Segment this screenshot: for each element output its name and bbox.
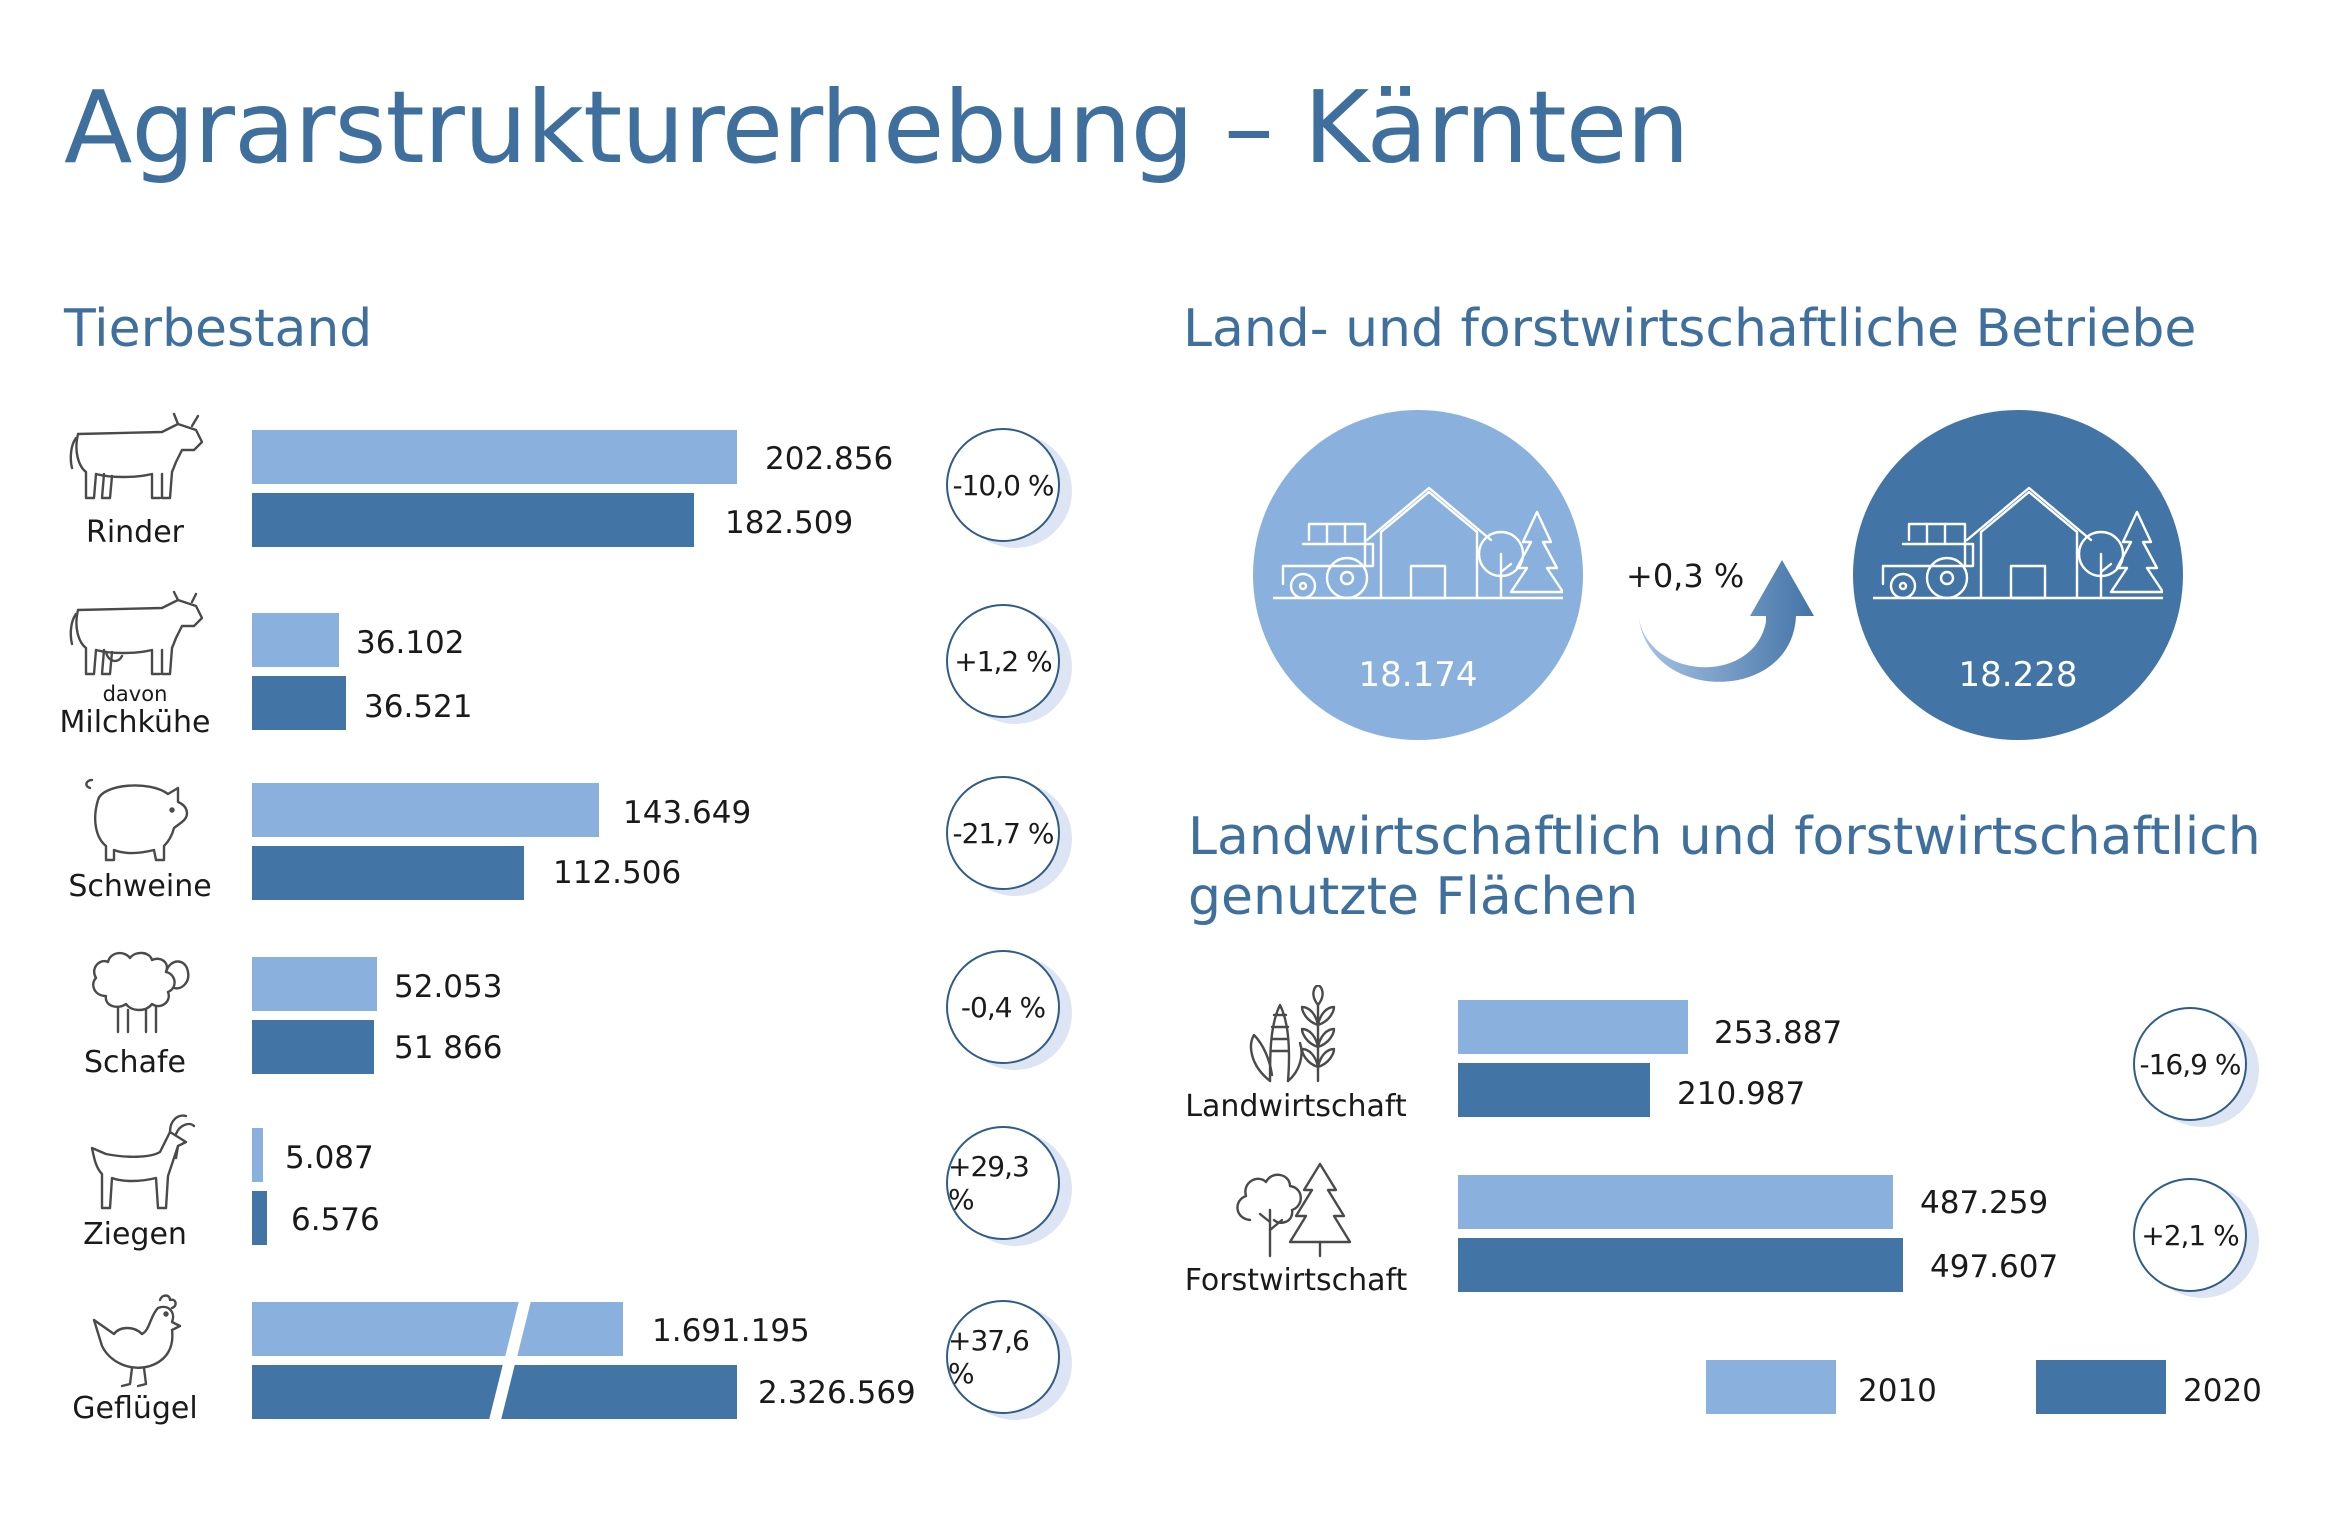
bar-landwirtschaft-2020 [1458, 1063, 1650, 1117]
farm-icon [1273, 486, 1563, 600]
animal-label-rinder: Rinder [85, 515, 185, 550]
bar-schafe-2010 [252, 957, 377, 1011]
value-rinder-2020: 182.509 [725, 505, 854, 541]
value-gefluegel-2010: 1.691.195 [652, 1313, 810, 1349]
betriebe-value-2010: 18.174 [1358, 655, 1478, 695]
growth-arrow-icon [1638, 560, 1814, 682]
legend-swatch-2010 [1706, 1360, 1836, 1414]
change-circle-forstwirtschaft: +2,1 % [2133, 1178, 2259, 1298]
change-schafe: -0,4 % [946, 950, 1060, 1064]
section-title-flaechen-1: Landwirtschaftlich und forstwirtschaftli… [1188, 807, 2261, 867]
legend-label-2020: 2020 [2183, 1373, 2262, 1409]
land-label-forstwirtschaft: Forstwirtschaft [1184, 1263, 1408, 1298]
bar-schweine-2020 [252, 846, 524, 900]
sheep-icon [86, 938, 196, 1038]
change-circle-gefluegel: +37,6 % [946, 1300, 1072, 1420]
value-schafe-2020: 51 866 [394, 1030, 503, 1066]
bar-ziegen-2010 [252, 1128, 263, 1182]
animal-label-ziegen: Ziegen [83, 1217, 187, 1252]
section-title-betriebe: Land- und forstwirtschaftliche Betriebe [1183, 299, 2197, 359]
change-landwirtschaft: -16,9 % [2133, 1007, 2247, 1121]
animal-label-milchkuehe: Milchkühe [59, 705, 211, 740]
legend-swatch-2020 [2036, 1360, 2166, 1414]
dairy-cow-icon [66, 586, 206, 682]
change-circle-rinder: -10,0 % [946, 428, 1072, 548]
trees-icon [1230, 1160, 1360, 1260]
cow-icon [66, 410, 206, 506]
bar-forstwirtschaft-2010 [1458, 1175, 1893, 1229]
change-milchkuehe: +1,2 % [946, 604, 1060, 718]
value-landwirtschaft-2020: 210.987 [1677, 1076, 1806, 1112]
change-circle-schweine: -21,7 % [946, 776, 1072, 896]
chicken-icon [90, 1290, 190, 1390]
animal-label-schafe: Schafe [84, 1045, 186, 1080]
farm-icon [1873, 486, 2163, 600]
page-title: Agrarstrukturerhebung – Kärnten [64, 69, 1690, 186]
value-forstwirtschaft-2010: 487.259 [1920, 1185, 2049, 1221]
change-forstwirtschaft: +2,1 % [2133, 1178, 2247, 1292]
crops-icon [1240, 985, 1350, 1085]
value-schweine-2010: 143.649 [623, 795, 752, 831]
value-schweine-2020: 112.506 [553, 855, 682, 891]
animal-label-gefluegel: Geflügel [72, 1391, 198, 1426]
bar-rinder-2010 [252, 430, 737, 484]
betriebe-change: +0,3 % [1626, 557, 1745, 595]
bar-milchkuehe-2010 [252, 613, 339, 667]
section-title-flaechen-2: genutzte Flächen [1188, 867, 1639, 927]
goat-icon [86, 1112, 196, 1212]
change-schweine: -21,7 % [946, 776, 1060, 890]
value-ziegen-2010: 5.087 [285, 1140, 374, 1176]
change-gefluegel: +37,6 % [946, 1300, 1060, 1414]
bar-ziegen-2020 [252, 1191, 267, 1245]
betriebe-circle-2010: 18.174 [1253, 410, 1583, 740]
bar-landwirtschaft-2010 [1458, 1000, 1688, 1054]
bar-rinder-2020 [252, 493, 694, 547]
value-rinder-2010: 202.856 [765, 441, 894, 477]
change-circle-milchkuehe: +1,2 % [946, 604, 1072, 724]
bar-schafe-2020 [252, 1020, 374, 1074]
bar-gefluegel-2010 [252, 1302, 623, 1356]
value-forstwirtschaft-2020: 497.607 [1930, 1249, 2059, 1285]
value-schafe-2010: 52.053 [394, 969, 503, 1005]
bar-schweine-2010 [252, 783, 599, 837]
value-milchkuehe-2020: 36.521 [364, 689, 473, 725]
change-rinder: -10,0 % [946, 428, 1060, 542]
value-gefluegel-2020: 2.326.569 [758, 1375, 916, 1411]
change-circle-ziegen: +29,3 % [946, 1126, 1072, 1246]
animal-sublabel-milchkuehe: davon [102, 682, 168, 706]
value-ziegen-2020: 6.576 [291, 1202, 380, 1238]
change-ziegen: +29,3 % [946, 1126, 1060, 1240]
section-title-tierbestand: Tierbestand [64, 299, 373, 359]
value-landwirtschaft-2010: 253.887 [1714, 1015, 1843, 1051]
bar-milchkuehe-2020 [252, 676, 346, 730]
bar-forstwirtschaft-2020 [1458, 1238, 1903, 1292]
legend-label-2010: 2010 [1858, 1373, 1937, 1409]
land-label-landwirtschaft: Landwirtschaft [1185, 1089, 1407, 1124]
animal-label-schweine: Schweine [68, 869, 212, 904]
betriebe-value-2020: 18.228 [1958, 655, 2078, 695]
pig-icon [78, 772, 198, 868]
betriebe-circle-2020: 18.228 [1853, 410, 2183, 740]
change-circle-landwirtschaft: -16,9 % [2133, 1007, 2259, 1127]
value-milchkuehe-2010: 36.102 [356, 625, 465, 661]
change-circle-schafe: -0,4 % [946, 950, 1072, 1070]
